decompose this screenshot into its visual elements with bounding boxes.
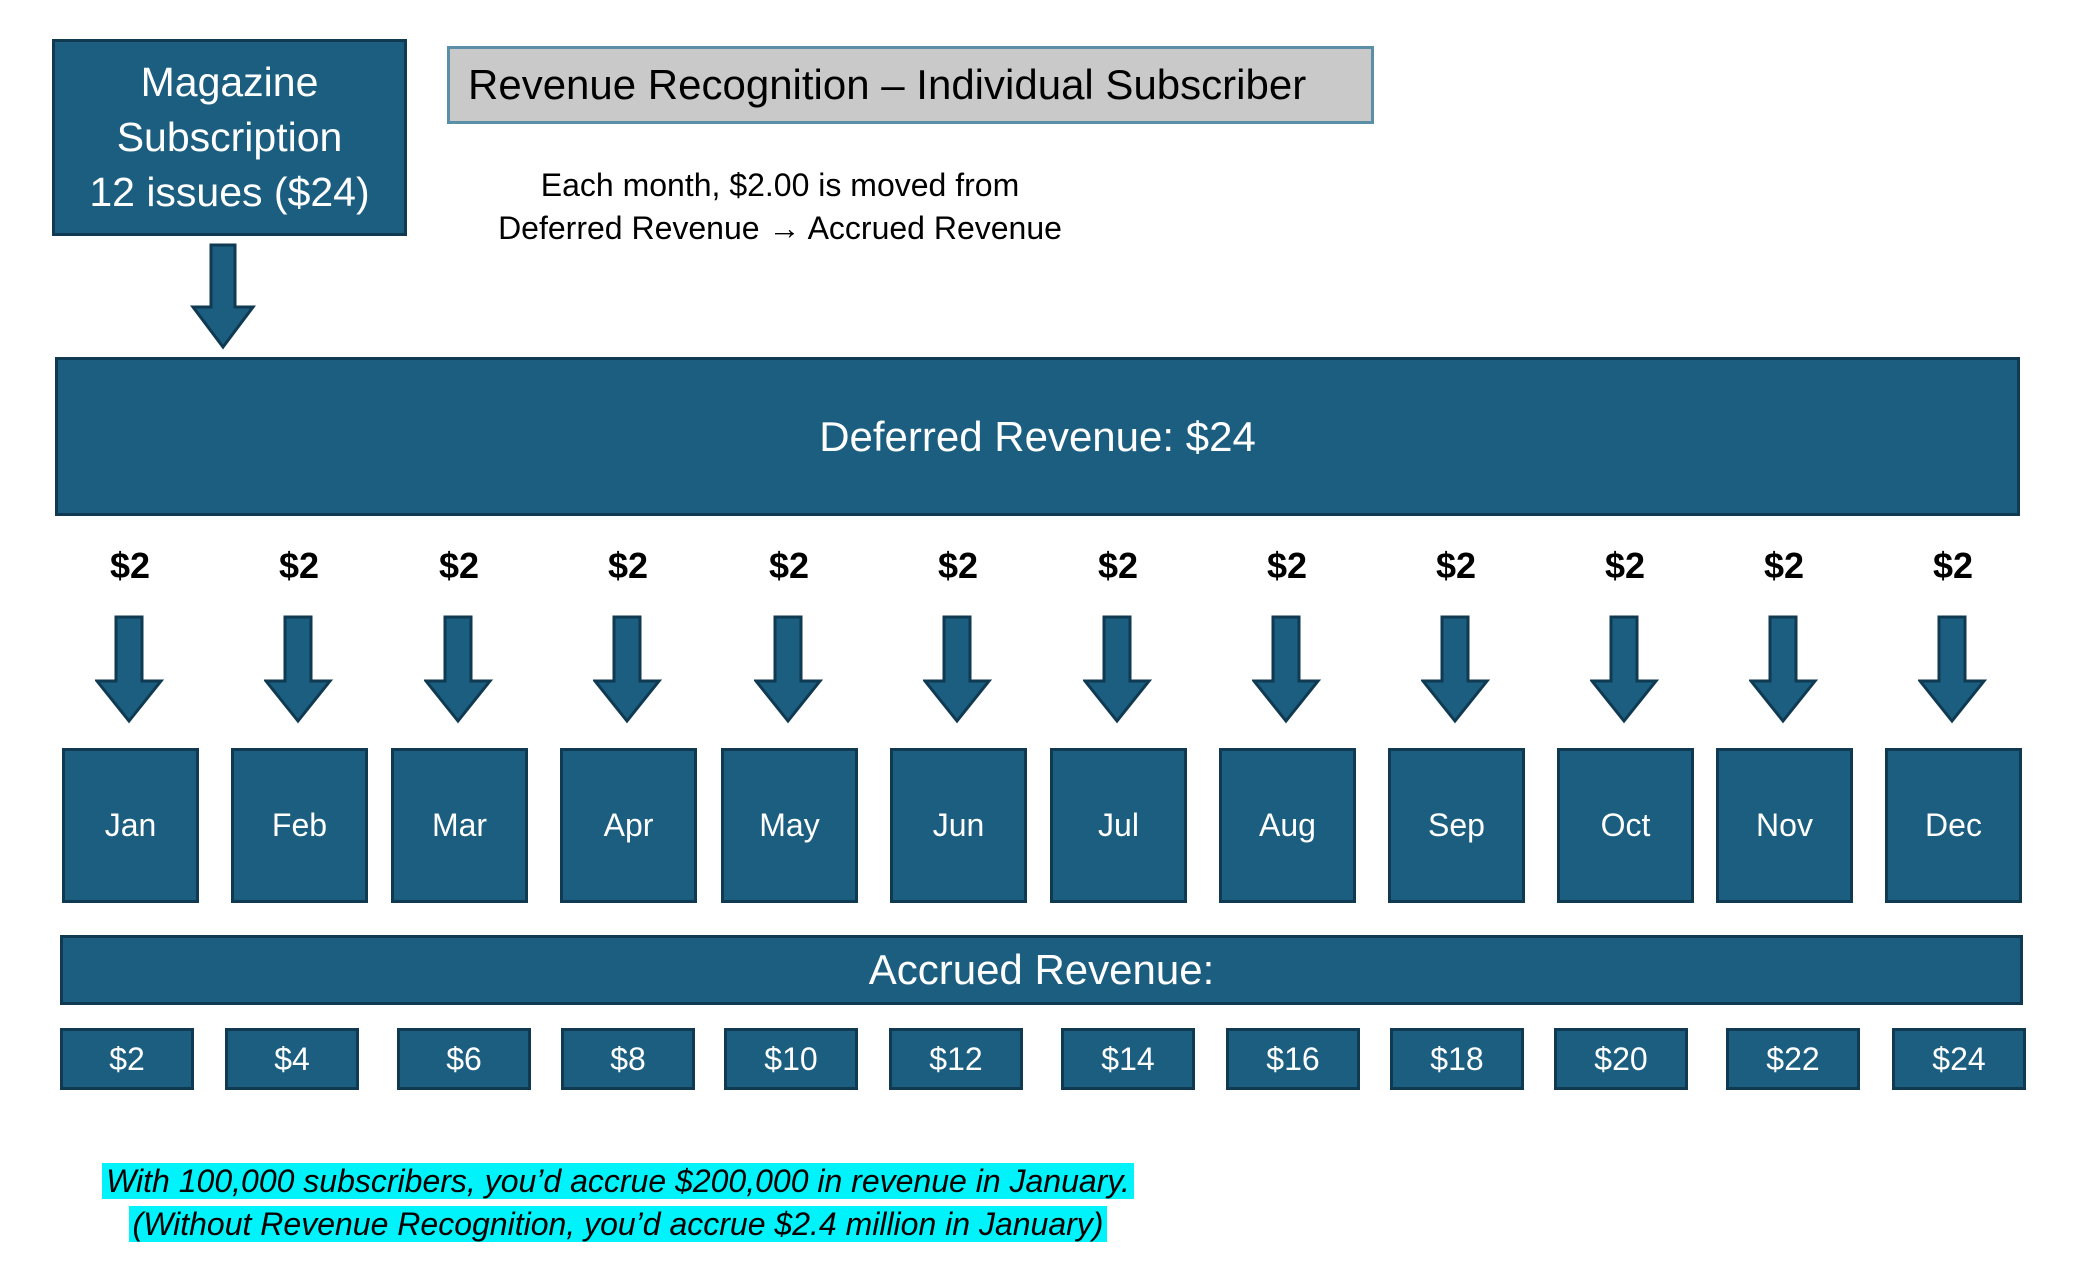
footer-line-2: (Without Revenue Recognition, you’d accr… [128, 1206, 1108, 1242]
accrued-value-label: $4 [274, 1040, 310, 1077]
down-arrow-icon [1918, 615, 1988, 724]
month-label: Jun [932, 807, 985, 843]
accrued-value-label: $6 [446, 1040, 482, 1077]
accrued-value-apr: $8 [561, 1028, 695, 1090]
month-box-dec: Dec [1885, 748, 2022, 903]
accrued-revenue-label: Accrued Revenue: [868, 946, 1215, 993]
transfer-note: Each month, $2.00 is moved from Deferred… [440, 164, 1120, 250]
down-arrow-icon [1749, 615, 1819, 724]
month-box-aug: Aug [1219, 748, 1356, 903]
month-box-nov: Nov [1716, 748, 1853, 903]
monthly-amount-nov: $2 [1763, 545, 1805, 586]
monthly-amount-feb: $2 [278, 545, 320, 586]
transfer-note-line-2: Deferred Revenue → Accrued Revenue [498, 210, 1062, 246]
monthly-amount-oct: $2 [1604, 545, 1646, 586]
accrued-value-label: $22 [1766, 1040, 1820, 1077]
subscription-line-1: Magazine [140, 59, 319, 105]
subscription-box: Magazine Subscription 12 issues ($24) [52, 39, 407, 236]
accrued-value-label: $18 [1430, 1040, 1484, 1077]
accrued-value-label: $12 [929, 1040, 983, 1077]
down-arrow-icon [1252, 615, 1322, 724]
subscription-line-3: 12 issues ($24) [89, 169, 370, 215]
monthly-amount-mar: $2 [438, 545, 480, 586]
accrued-value-mar: $6 [397, 1028, 531, 1090]
subscription-line-2: Subscription [116, 114, 343, 160]
month-label: Oct [1600, 807, 1651, 843]
diagram-title: Revenue Recognition – Individual Subscri… [447, 46, 1374, 124]
month-box-feb: Feb [231, 748, 368, 903]
monthly-amount-sep: $2 [1435, 545, 1477, 586]
month-box-sep: Sep [1388, 748, 1525, 903]
down-arrow-icon [190, 243, 256, 350]
accrued-value-jun: $12 [889, 1028, 1023, 1090]
accrued-value-label: $14 [1101, 1040, 1155, 1077]
month-box-may: May [721, 748, 858, 903]
monthly-amount-dec: $2 [1932, 545, 1974, 586]
month-label: Jul [1098, 807, 1139, 843]
down-arrow-icon [1590, 615, 1660, 724]
accrued-value-label: $10 [764, 1040, 818, 1077]
down-arrow-icon [264, 615, 334, 724]
monthly-amount-apr: $2 [607, 545, 649, 586]
down-arrow-icon [424, 615, 494, 724]
monthly-amount-jan: $2 [109, 545, 151, 586]
month-label: Apr [603, 807, 654, 843]
accrued-value-label: $24 [1932, 1040, 1986, 1077]
monthly-amount-may: $2 [768, 545, 810, 586]
month-box-jul: Jul [1050, 748, 1187, 903]
deferred-revenue-box: Deferred Revenue: $24 [55, 357, 2020, 516]
month-label: Sep [1428, 807, 1485, 843]
deferred-revenue-label: Deferred Revenue: $24 [819, 412, 1256, 460]
month-box-jan: Jan [62, 748, 199, 903]
accrued-value-nov: $22 [1726, 1028, 1860, 1090]
down-arrow-icon [923, 615, 993, 724]
accrued-value-jul: $14 [1061, 1028, 1195, 1090]
monthly-amount-jul: $2 [1097, 545, 1139, 586]
accrued-value-dec: $24 [1892, 1028, 2026, 1090]
month-label: Feb [271, 807, 328, 843]
month-label: Mar [431, 807, 488, 843]
month-box-oct: Oct [1557, 748, 1694, 903]
accrued-value-label: $20 [1594, 1040, 1648, 1077]
month-box-jun: Jun [890, 748, 1027, 903]
month-box-apr: Apr [560, 748, 697, 903]
down-arrow-icon [754, 615, 824, 724]
monthly-amount-jun: $2 [937, 545, 979, 586]
accrued-value-sep: $18 [1390, 1028, 1524, 1090]
down-arrow-icon [95, 615, 165, 724]
footer-note: With 100,000 subscribers, you’d accrue $… [68, 1160, 1168, 1246]
accrued-value-may: $10 [724, 1028, 858, 1090]
month-label: Nov [1756, 807, 1813, 843]
month-label: Dec [1925, 807, 1982, 843]
down-arrow-icon [1083, 615, 1153, 724]
transfer-note-line-1: Each month, $2.00 is moved from [540, 167, 1020, 203]
footer-line-1: With 100,000 subscribers, you’d accrue $… [102, 1163, 1134, 1199]
month-label: Aug [1259, 807, 1316, 843]
accrued-value-label: $8 [610, 1040, 646, 1077]
month-label: May [759, 807, 820, 843]
accrued-value-aug: $16 [1226, 1028, 1360, 1090]
accrued-value-label: $16 [1266, 1040, 1320, 1077]
accrued-value-feb: $4 [225, 1028, 359, 1090]
month-label: Jan [104, 807, 157, 843]
monthly-amount-aug: $2 [1266, 545, 1308, 586]
accrued-value-oct: $20 [1554, 1028, 1688, 1090]
accrued-value-label: $2 [109, 1040, 145, 1077]
down-arrow-icon [1421, 615, 1491, 724]
down-arrow-icon [593, 615, 663, 724]
month-box-mar: Mar [391, 748, 528, 903]
accrued-revenue-bar: Accrued Revenue: [60, 935, 2023, 1005]
accrued-value-jan: $2 [60, 1028, 194, 1090]
